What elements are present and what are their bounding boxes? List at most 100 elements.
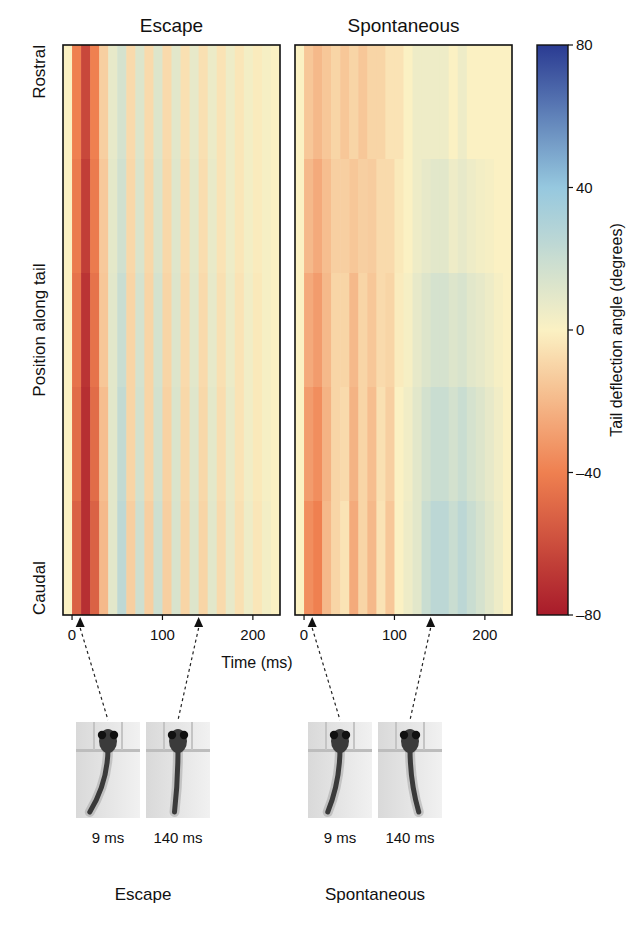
holder [353, 722, 355, 750]
colorbar-tick [568, 329, 573, 330]
heatmap-cell [494, 159, 504, 274]
snapshot-arrow [426, 617, 435, 627]
heatmap-cell [367, 159, 377, 274]
y-end-label: Caudal [30, 561, 49, 615]
eye [400, 731, 408, 739]
fin [175, 748, 179, 812]
heatmap-cell [90, 45, 100, 160]
heatmap-cell [367, 501, 377, 615]
colorbar-tick [568, 472, 573, 473]
heatmap-cell [422, 159, 432, 274]
heatmap-cell [376, 387, 386, 502]
heatmap-cell [385, 273, 395, 388]
heatmap-cell [394, 273, 404, 388]
leader-line [80, 628, 108, 720]
heatmap-cell [458, 45, 468, 160]
heatmap-cell [235, 45, 245, 160]
fin [328, 748, 340, 812]
heatmap-cell [226, 387, 236, 502]
heatmap-cell [404, 501, 414, 615]
heatmap-cell [63, 159, 73, 274]
heatmap-cell [467, 273, 477, 388]
heatmap-cell [153, 501, 163, 615]
heatmap-cell [90, 159, 100, 274]
eye [330, 731, 338, 739]
heatmap-cell [262, 159, 272, 274]
heatmap-cell [295, 387, 305, 502]
heatmap-cell [144, 273, 154, 388]
heatmap-cell [181, 45, 191, 160]
heatmap-cell [244, 45, 254, 160]
heatmap-cell [108, 45, 118, 160]
colorbar [537, 45, 568, 615]
heatmap-cell [404, 45, 414, 160]
heatmap-cell [440, 501, 450, 615]
heatmap-cell [208, 159, 218, 274]
heatmap-cell [467, 45, 477, 160]
caption: Escape [115, 885, 172, 904]
panel-title: Spontaneous [348, 15, 460, 36]
heatmap-cell [108, 273, 118, 388]
heatmap-cell [494, 273, 504, 388]
heatmap-cell [476, 159, 486, 274]
heatmap-cell [449, 159, 459, 274]
heatmap-cell [162, 159, 172, 274]
heatmap-cell [72, 501, 82, 615]
heatmap-cell [190, 45, 200, 160]
heatmap-cell [295, 159, 305, 274]
heatmap-cell [485, 387, 495, 502]
heatmap-cell [99, 387, 109, 502]
heatmap-cell [503, 387, 512, 502]
heatmap-cell [431, 387, 441, 502]
colorbar-tick-label: –40 [576, 464, 601, 481]
heatmap-cell [135, 159, 145, 274]
x-tick [252, 615, 253, 620]
heatmap-cell [126, 273, 136, 388]
y-axis-title: Position along tail [30, 263, 49, 396]
heatmap-cell [295, 45, 305, 160]
heatmap-cell [458, 501, 468, 615]
image-ground [146, 722, 210, 818]
holder [395, 722, 397, 750]
heatmap-cell [494, 387, 504, 502]
heatmap-cell [413, 159, 423, 274]
eye [342, 731, 350, 739]
heatmap-cell [322, 273, 332, 388]
x-tick-label: 0 [300, 626, 308, 643]
heatmap-cell [153, 387, 163, 502]
heatmap-cell [190, 501, 200, 615]
heatmap-cell [181, 159, 191, 274]
heatmap-cell [394, 45, 404, 160]
heatmap-cell [162, 501, 172, 615]
heatmap-cell [494, 45, 504, 160]
heatmap-cell [313, 273, 323, 388]
heatmap-cell [235, 159, 245, 274]
heatmap-cell [322, 501, 332, 615]
heatmap-cell [208, 273, 218, 388]
heatmap-cell [72, 273, 82, 388]
heatmap-cell [153, 159, 163, 274]
x-tick [394, 615, 395, 620]
heatmap-cell [485, 501, 495, 615]
heatmap-cell [503, 501, 512, 615]
heatmap-cell [135, 387, 145, 502]
heatmap-cell [153, 45, 163, 160]
heatmap-cell [271, 501, 280, 615]
y-end-label: Rostral [30, 45, 49, 99]
fin [90, 748, 108, 812]
heatmap-cell [99, 501, 109, 615]
heatmap-cell [313, 387, 323, 502]
snapshot-arrow [308, 617, 317, 627]
heatmap-cell [422, 273, 432, 388]
heatmap-cell [304, 159, 314, 274]
heatmap-cell [153, 273, 163, 388]
heatmap-cell [226, 501, 236, 615]
heatmap-cell [217, 273, 227, 388]
snapshot-image [146, 722, 210, 818]
heatmap-cell [349, 159, 359, 274]
heatmap-cell [226, 273, 236, 388]
heatmap-cell [217, 501, 227, 615]
x-tick-label: 100 [150, 626, 175, 643]
heatmap-cell [144, 501, 154, 615]
caption: Spontaneous [325, 885, 425, 904]
